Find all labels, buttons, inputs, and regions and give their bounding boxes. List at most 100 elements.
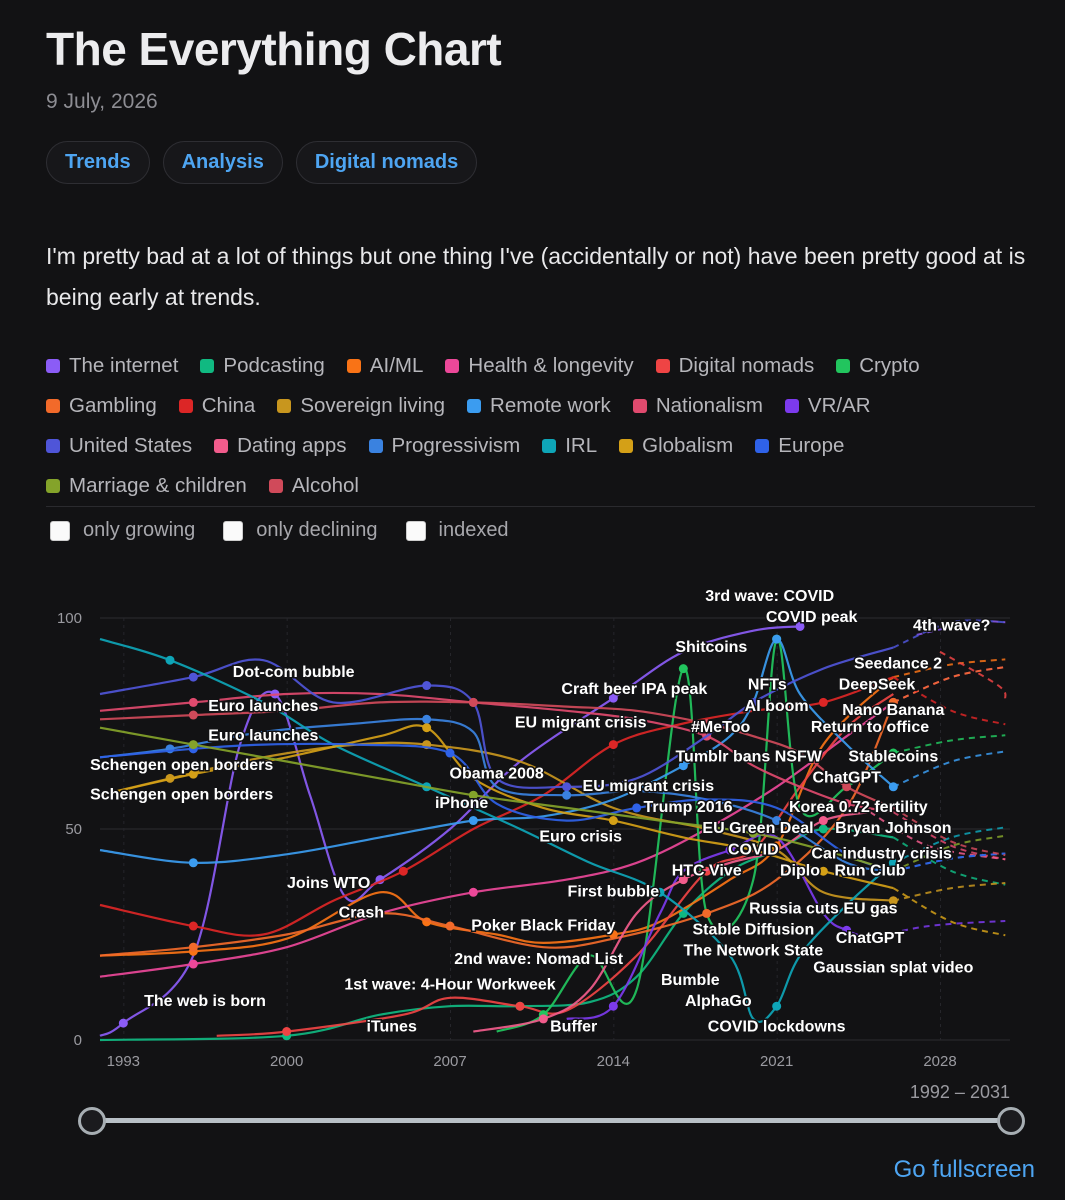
legend-item[interactable]: AI/ML [346,354,423,378]
chart-annotation: Schengen open borders [90,786,273,803]
post-date: 9 July, 2026 [46,90,158,113]
legend-item[interactable]: Health & longevity [445,354,634,378]
series-projection-irl [892,826,1006,864]
legend-item[interactable]: Progressivism [368,434,521,458]
series-line-remote-work [99,638,895,864]
legend-label: China [201,394,256,417]
data-point [888,697,898,707]
only-growing-label: only growing [83,519,196,541]
page-title: The Everything Chart [46,23,502,75]
legend-swatch [46,439,60,453]
chart-annotation: Car industry crisis [811,846,952,863]
tag-trends[interactable]: Trends [46,141,150,184]
data-point [795,621,805,631]
series-line-the-internet [99,625,801,1037]
x-tick-label: 2000 [270,1053,303,1070]
data-point [678,664,688,674]
legend-item[interactable]: Podcasting [200,354,325,378]
data-point [468,887,478,897]
data-point [468,697,478,707]
range-slider-end-handle[interactable] [997,1107,1025,1135]
legend-label: Podcasting [223,354,325,377]
data-point [678,875,688,885]
data-point [188,672,198,682]
legend-item[interactable]: The internet [46,354,178,378]
data-point [748,697,758,707]
legend-item[interactable]: VR/AR [784,394,871,418]
filter-only-declining[interactable]: only declining [223,519,378,542]
chart-annotation: The Network State [684,943,824,960]
chart-annotation: 2nd wave: Nomad List [454,951,624,968]
legend-swatch [214,439,229,453]
data-point [818,866,828,876]
legend-item[interactable]: China [178,394,256,418]
series-projection-europe [893,852,1006,873]
legend-label: Marriage & children [69,474,247,497]
only-declining-checkbox[interactable] [223,520,244,541]
tag-analysis[interactable]: Analysis [162,141,283,184]
legend-item[interactable]: Gambling [46,394,157,418]
data-point [842,925,852,935]
go-fullscreen-link[interactable]: Go fullscreen [893,1156,1035,1183]
chart-annotation: Shitcoins [675,639,747,656]
filter-indexed[interactable]: indexed [405,519,509,542]
data-point [818,824,828,834]
filter-only-growing[interactable]: only growing [50,519,195,542]
series-line-alcohol [99,700,894,809]
chart-annotation: Euro launches [208,698,318,715]
legend-item[interactable]: Dating apps [214,434,347,458]
legend-swatch [619,439,634,453]
tag-digital-nomads[interactable]: Digital nomads [295,141,478,184]
chart-annotation: 3rd wave: COVID [705,588,834,605]
legend-item[interactable]: Europe [755,434,844,458]
data-point [608,1001,618,1011]
legend-label: Sovereign living [300,394,446,417]
indexed-checkbox[interactable] [405,520,426,541]
legend-label: Europe [778,434,845,457]
chart-annotation: Korea 0.72 fertility [789,799,928,816]
legend-item[interactable]: Remote work [467,394,611,418]
legend-item[interactable]: Nationalism [632,394,763,418]
legend-label: Progressivism [391,434,521,457]
series-projection-digital-nomads [939,650,1007,700]
series-line-globalism [99,724,894,890]
data-point [468,816,478,826]
series-line-ai-ml [99,676,895,957]
series-projection-nationalism [892,811,1006,861]
legend-item[interactable]: Alcohol [268,474,359,498]
data-point [445,748,455,758]
legend-swatch [655,359,670,373]
legend-item[interactable]: Digital nomads [655,354,814,378]
data-point [608,693,618,703]
series-projection-podcasting [892,836,1006,886]
everything-chart[interactable]: 0 50 100 1993 2000 2007 2014 2021 2028 3rd wave: … [0,575,1065,1075]
legend-item[interactable]: Globalism [619,434,733,458]
legend-item[interactable]: Marriage & children [46,474,247,498]
legend-item[interactable]: IRL [542,434,597,458]
data-point [772,816,782,826]
series-projection-vr-ar [869,920,1006,940]
data-point [188,942,198,952]
chart-annotation: COVID [728,841,779,858]
data-point [422,714,432,724]
legend-item[interactable]: Sovereign living [277,394,445,418]
series-line-sovereign-living [99,741,894,902]
legend-label: Gambling [69,394,157,417]
chart-annotation: Dot-com bubble [233,664,355,681]
only-growing-checkbox[interactable] [50,520,70,541]
chart-annotation: Euro launches [208,727,318,744]
data-point [888,858,898,868]
series-projection-alcohol [892,807,1006,857]
chart-annotation: ChatGPT [836,930,905,947]
range-slider-track[interactable] [92,1118,1010,1123]
data-point [445,921,455,931]
legend-item[interactable]: United States [46,434,192,458]
chart-annotation: iPhone [435,795,488,812]
legend-label: Dating apps [237,434,347,457]
range-slider-start-handle[interactable] [78,1107,106,1135]
legend-item[interactable]: Crypto [836,354,920,378]
legend-swatch [755,439,770,453]
data-point [725,845,735,855]
series-line-gambling [99,701,895,957]
data-point [842,799,852,809]
